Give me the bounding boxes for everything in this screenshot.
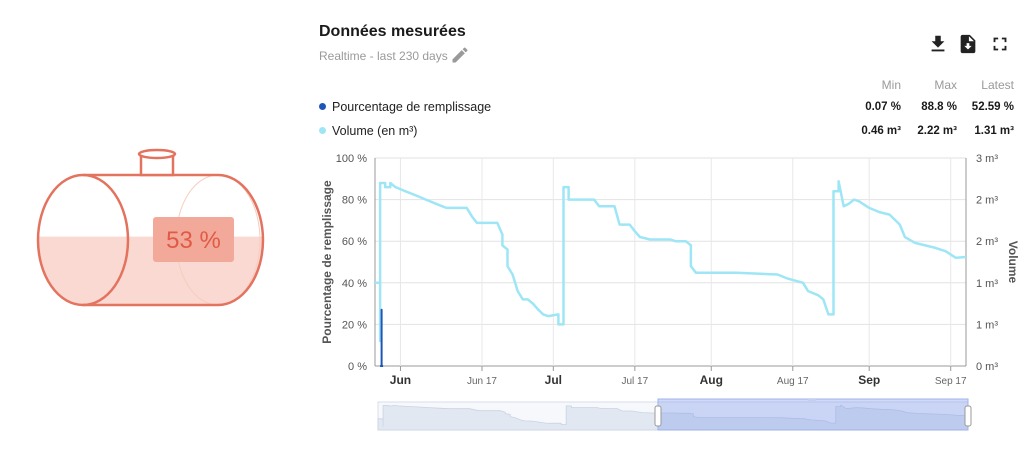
y-right-tick-label: 1 m³ [976, 278, 998, 290]
x-tick-label: Jul 17 [621, 376, 648, 387]
navigator-selection [657, 398, 969, 431]
navigator-series-area [377, 404, 969, 431]
edit-icon[interactable] [450, 45, 470, 65]
x-tick-label: Sep [858, 373, 880, 387]
navigator-grip [808, 399, 816, 402]
stats-header-max: Max [934, 78, 957, 92]
series-line-fill-percent [380, 308, 384, 367]
x-tick-label: Aug [700, 373, 723, 387]
y-right-tick-label: 1 m³ [976, 319, 998, 331]
tank-body-outline [83, 173, 265, 307]
y-axis-right-title: Volume [1006, 241, 1020, 284]
y-left-tick-label: 60 % [342, 236, 367, 248]
stat-volume-min: 0.46 m³ [861, 125, 901, 137]
stats-header-min: Min [881, 78, 901, 92]
y-left-tick-label: 20 % [342, 319, 367, 331]
navigator-handle-left [654, 405, 662, 427]
stat-fill-latest: 52.59 % [971, 101, 1014, 113]
tank-cap-top [137, 148, 177, 160]
y-left-tick-label: 80 % [342, 195, 367, 207]
tank-fill-level [38, 236, 263, 305]
y-right-tick-label: 3 m³ [976, 153, 998, 165]
chart: 0 % 20 % 40 % 60 % 80 % 100 % 0 m³ 1 m³ 1 m³ 2 m… [320, 153, 1020, 431]
stat-fill-max: 88.8 % [921, 101, 957, 113]
y-left-tick-label: 0 % [348, 361, 367, 373]
y-right-tick-label: 0 m³ [976, 361, 998, 373]
tank-left-cap [36, 173, 130, 307]
legend-dot [319, 127, 326, 135]
fullscreen-icon[interactable] [989, 33, 1011, 55]
stat-fill-min: 0.07 % [865, 101, 901, 113]
y-axis-left-title: Pourcentage de remplissage [320, 180, 334, 344]
legend-dot [319, 103, 326, 111]
tank-percent-label: 53 % [166, 227, 221, 254]
x-tick-label: Jun 17 [467, 376, 497, 387]
navigator-handle-right [964, 405, 972, 427]
series-line-volume [375, 180, 967, 343]
chart-panel: Données mesurées Realtime - last 230 day… [300, 0, 1024, 452]
legend-label: Pourcentage de remplissage [332, 100, 492, 114]
panel-title: Données mesurées [319, 23, 466, 40]
x-tick-label: Aug 17 [777, 376, 809, 387]
stat-volume-max: 2.22 m³ [917, 125, 957, 137]
y-left-tick-label: 100 % [336, 153, 367, 165]
stat-volume-latest: 1.31 m³ [974, 125, 1014, 137]
legend-label: Volume (en m³) [332, 124, 418, 138]
download-icon[interactable] [927, 33, 949, 55]
x-tick-label: Sep 17 [935, 376, 967, 387]
legend-item-volume[interactable]: Volume (en m³) [319, 124, 417, 138]
file-export-icon[interactable] [957, 33, 979, 55]
y-right-tick-label: 2 m³ [976, 236, 998, 248]
tank-percent-badge [153, 217, 234, 262]
panel-subtitle: Realtime - last 230 days [319, 49, 448, 63]
range-navigator[interactable] [377, 398, 972, 431]
x-tick-label: Jun [390, 373, 411, 387]
x-tick-label: Jul [545, 373, 562, 387]
stats-header-latest: Latest [981, 78, 1014, 92]
tank-illustration: 53 % [36, 148, 265, 307]
legend-item-fill-percent[interactable]: Pourcentage de remplissage [319, 100, 491, 114]
y-right-tick-label: 2 m³ [976, 195, 998, 207]
y-left-tick-label: 40 % [342, 278, 367, 290]
tank-panel: 53 % [0, 0, 300, 452]
